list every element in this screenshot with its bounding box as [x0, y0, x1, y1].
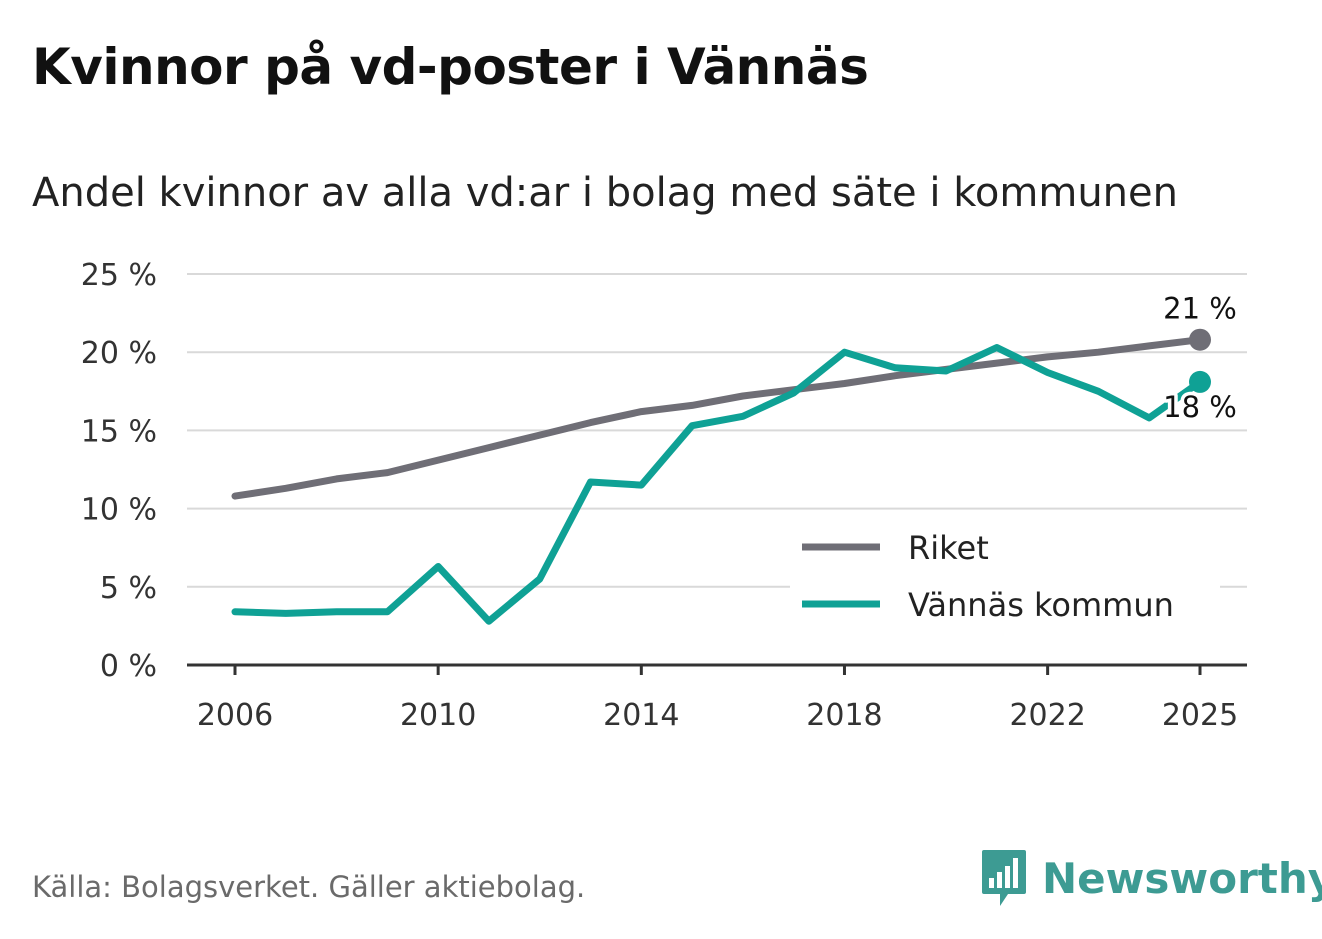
x-axis: 2006 2010 2014 2018 2022 2025 [187, 663, 1247, 733]
legend-label: Riket [908, 529, 989, 567]
x-tick-label: 2025 [1162, 698, 1238, 733]
brand-logo: Newsworthy [980, 848, 1322, 908]
end-marker [1189, 328, 1211, 351]
end-labels: 21 % 18 % [1160, 292, 1241, 428]
source-note: Källa: Bolagsverket. Gäller aktiebolag. [32, 870, 586, 904]
brand-name: Newsworthy [1042, 853, 1322, 903]
y-tick-label: 15 % [81, 414, 157, 449]
y-tick-label: 10 % [81, 493, 157, 528]
series-line-riket [231, 336, 1204, 500]
legend-background [790, 522, 1220, 634]
y-tick-label: 5 % [100, 571, 157, 606]
end-marker [1189, 370, 1211, 393]
x-tick-label: 2022 [1009, 698, 1085, 733]
end-label: 21 % [1163, 292, 1237, 326]
x-tick-label: 2010 [400, 698, 476, 733]
series-line-vannas [231, 344, 1204, 625]
x-tick-label: 2006 [197, 698, 273, 733]
y-tick-label: 25 % [81, 258, 157, 293]
x-tick-label: 2014 [603, 698, 679, 733]
legend: Riket Vännäs kommun [790, 522, 1220, 634]
y-axis-ticks: 0 % 5 % 10 % 15 % 20 % 25 % [81, 258, 157, 684]
chart-subtitle: Andel kvinnor av alla vd:ar i bolag med … [32, 170, 1178, 216]
y-tick-label: 0 % [100, 649, 157, 684]
y-tick-label: 20 % [81, 336, 157, 371]
end-label: 18 % [1163, 390, 1237, 424]
legend-label: Vännäs kommun [908, 586, 1174, 624]
x-tick-label: 2018 [806, 698, 882, 733]
chart-title: Kvinnor på vd-poster i Vännäs [32, 38, 869, 96]
series-lines [231, 336, 1204, 625]
newsworthy-logo-icon [982, 850, 1026, 906]
